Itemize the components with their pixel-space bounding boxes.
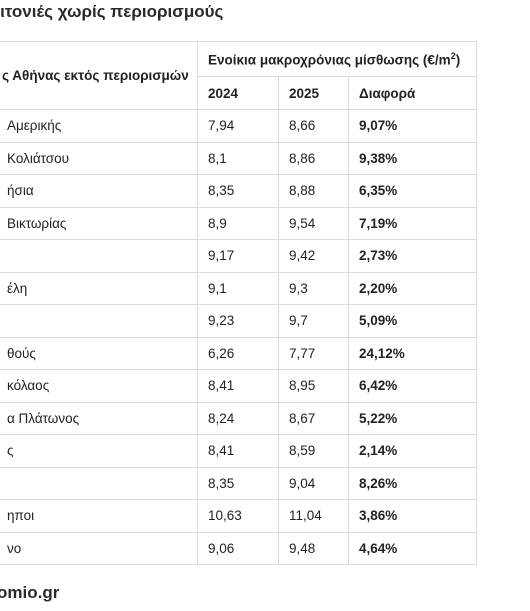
value-2024-cell: 10,63 bbox=[197, 499, 279, 533]
diff-cell: 6,35% bbox=[347, 174, 478, 208]
value-2025-cell: 9,54 bbox=[278, 206, 349, 240]
area-column-header: ς Αθήνας εκτός περιορισμών bbox=[0, 41, 198, 110]
area-cell: θούς bbox=[0, 336, 198, 370]
table-row: νο 9,06 9,48 4,64% bbox=[0, 531, 478, 565]
page-title: ειτονιές χωρίς περιορισμούς bbox=[0, 2, 224, 21]
value-2024-cell: 8,41 bbox=[197, 369, 279, 403]
area-cell: Κολιάτσου bbox=[0, 141, 198, 175]
area-cell: α Πλάτωνος bbox=[0, 401, 198, 435]
value-2025-cell: 8,59 bbox=[278, 434, 349, 468]
area-cell: ήσια bbox=[0, 174, 198, 208]
rent-group-header-close: ) bbox=[455, 52, 461, 68]
value-2025-cell: 9,42 bbox=[278, 239, 349, 273]
value-2024-cell: 8,1 bbox=[197, 141, 279, 175]
table-body: Αμερικής 7,94 8,66 9,07% Κολιάτσου 8,1 8,86 9,3… bbox=[0, 109, 478, 565]
diff-cell: 6,42% bbox=[347, 369, 478, 403]
area-cell: έλη bbox=[0, 271, 198, 305]
table-row: ς 8,41 8,59 2,14% bbox=[0, 434, 478, 468]
diff-cell: 9,38% bbox=[347, 141, 478, 175]
source-credit: omio.gr bbox=[0, 583, 60, 602]
col-2024-header: 2024 bbox=[197, 76, 279, 110]
value-2024-cell: 8,35 bbox=[197, 174, 279, 208]
value-2025-cell: 9,04 bbox=[278, 466, 349, 500]
area-cell bbox=[0, 304, 198, 338]
value-2025-cell: 8,95 bbox=[278, 369, 349, 403]
rent-table: ς Αθήνας εκτός περιορισμών Ενοίκια μακρο… bbox=[0, 41, 478, 565]
value-2025-cell: 9,7 bbox=[278, 304, 349, 338]
diff-cell: 2,14% bbox=[347, 434, 478, 468]
area-cell: ς bbox=[0, 434, 198, 468]
value-2024-cell: 8,35 bbox=[197, 466, 279, 500]
area-cell: ηποι bbox=[0, 499, 198, 533]
area-cell bbox=[0, 466, 198, 500]
col-2025-header: 2025 bbox=[278, 76, 349, 110]
area-cell: κόλαος bbox=[0, 369, 198, 403]
diff-cell: 3,86% bbox=[347, 499, 478, 533]
value-2024-cell: 9,17 bbox=[197, 239, 279, 273]
value-2024-cell: 9,06 bbox=[197, 531, 279, 565]
diff-cell: 8,26% bbox=[347, 466, 478, 500]
table-row: θούς 6,26 7,77 24,12% bbox=[0, 336, 478, 370]
area-cell: Βικτωρίας bbox=[0, 206, 198, 240]
value-2024-cell: 7,94 bbox=[197, 109, 279, 143]
value-2025-cell: 11,04 bbox=[278, 499, 349, 533]
value-2025-cell: 8,67 bbox=[278, 401, 349, 435]
diff-cell: 2,73% bbox=[347, 239, 478, 273]
diff-cell: 2,20% bbox=[347, 271, 478, 305]
rent-group-header-text: Ενοίκια μακροχρόνιας μίσθωσης (€/m bbox=[208, 52, 451, 68]
rent-group-header-sup: 2 bbox=[450, 50, 456, 61]
table-header-row: ς Αθήνας εκτός περιορισμών Ενοίκια μακρο… bbox=[0, 41, 478, 110]
value-2025-cell: 9,3 bbox=[278, 271, 349, 305]
value-2024-cell: 6,26 bbox=[197, 336, 279, 370]
diff-cell: 7,19% bbox=[347, 206, 478, 240]
table-row: 9,17 9,42 2,73% bbox=[0, 239, 478, 273]
table-row: Αμερικής 7,94 8,66 9,07% bbox=[0, 109, 478, 143]
table-row: Βικτωρίας 8,9 9,54 7,19% bbox=[0, 206, 478, 240]
col-diff-header: Διαφορά bbox=[347, 76, 478, 110]
area-cell: νο bbox=[0, 531, 198, 565]
diff-cell: 5,09% bbox=[347, 304, 478, 338]
value-2025-cell: 8,86 bbox=[278, 141, 349, 175]
value-2024-cell: 9,1 bbox=[197, 271, 279, 305]
rent-group-header: Ενοίκια μακροχρόνιας μίσθωσης (€/m2) bbox=[196, 41, 478, 77]
table-row: 8,35 9,04 8,26% bbox=[0, 466, 478, 500]
area-cell: Αμερικής bbox=[0, 109, 198, 143]
diff-cell: 5,22% bbox=[347, 401, 478, 435]
diff-cell: 4,64% bbox=[347, 531, 478, 565]
value-2025-cell: 7,77 bbox=[278, 336, 349, 370]
diff-cell: 24,12% bbox=[347, 336, 478, 370]
table-row: Κολιάτσου 8,1 8,86 9,38% bbox=[0, 141, 478, 175]
value-2024-cell: 8,41 bbox=[197, 434, 279, 468]
table-row: έλη 9,1 9,3 2,20% bbox=[0, 271, 478, 305]
table-row: α Πλάτωνος 8,24 8,67 5,22% bbox=[0, 401, 478, 435]
table-subheader-row: 2024 2025 Διαφορά bbox=[0, 76, 478, 110]
table-row: κόλαος 8,41 8,95 6,42% bbox=[0, 369, 478, 403]
area-cell bbox=[0, 239, 198, 273]
value-2024-cell: 8,24 bbox=[197, 401, 279, 435]
table-row: ήσια 8,35 8,88 6,35% bbox=[0, 174, 478, 208]
value-2025-cell: 9,48 bbox=[278, 531, 349, 565]
diff-cell: 9,07% bbox=[347, 109, 478, 143]
table-row: ηποι 10,63 11,04 3,86% bbox=[0, 499, 478, 533]
value-2025-cell: 8,66 bbox=[278, 109, 349, 143]
value-2024-cell: 8,9 bbox=[197, 206, 279, 240]
value-2024-cell: 9,23 bbox=[197, 304, 279, 338]
table-row: 9,23 9,7 5,09% bbox=[0, 304, 478, 338]
value-2025-cell: 8,88 bbox=[278, 174, 349, 208]
